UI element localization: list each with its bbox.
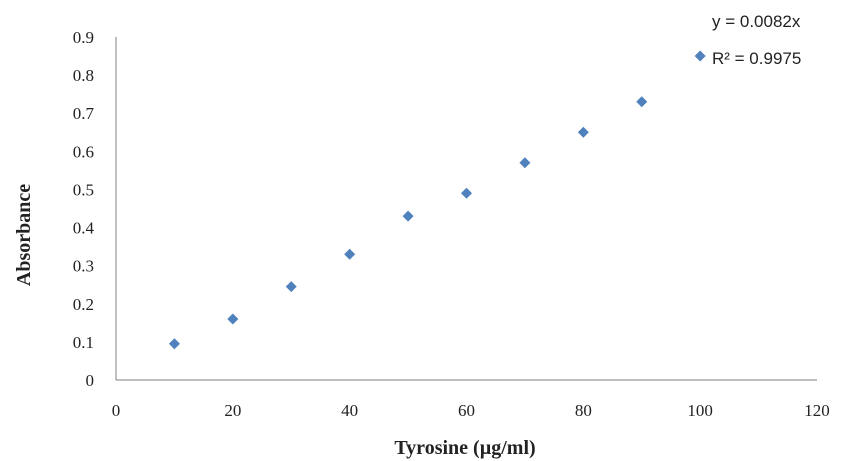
data-point (577, 126, 589, 138)
x-tick-label: 100 (687, 401, 713, 420)
data-point (519, 157, 531, 169)
y-tick-label: 0.4 (73, 219, 95, 238)
y-tick-label: 0.6 (73, 142, 94, 161)
trendline-r-squared: R² = 0.9975 (712, 49, 801, 68)
x-tick-label: 40 (341, 401, 358, 420)
trendline-equation: y = 0.0082x (712, 12, 801, 31)
y-tick-label: 0 (86, 371, 95, 390)
y-axis-ticks: 0 0.1 0.2 0.3 0.4 0.5 0.6 0.7 0.8 0.9 (73, 28, 95, 390)
data-points (168, 50, 706, 350)
y-tick-label: 0.8 (73, 66, 94, 85)
y-tick-label: 0.1 (73, 333, 94, 352)
x-tick-label: 0 (112, 401, 121, 420)
x-axis-ticks: 0 20 40 60 80 100 120 (112, 401, 830, 420)
y-tick-label: 0.5 (73, 180, 94, 199)
x-axis-title: Tyrosine (µg/ml) (394, 437, 535, 459)
x-tick-label: 20 (224, 401, 241, 420)
data-point (168, 338, 180, 350)
data-point (694, 50, 706, 62)
y-tick-label: 0.7 (73, 104, 95, 123)
y-tick-label: 0.3 (73, 257, 94, 276)
data-point (344, 248, 356, 260)
data-point (285, 281, 297, 293)
data-point (636, 96, 648, 108)
data-point (461, 187, 472, 199)
x-tick-label: 80 (575, 401, 592, 420)
y-axis-title: Absorbance (13, 184, 35, 286)
data-point (227, 313, 239, 325)
x-tick-label: 60 (458, 401, 475, 420)
y-tick-label: 0.9 (73, 28, 94, 47)
x-tick-label: 120 (804, 401, 830, 420)
data-point (402, 210, 414, 222)
y-tick-label: 0.2 (73, 295, 94, 314)
